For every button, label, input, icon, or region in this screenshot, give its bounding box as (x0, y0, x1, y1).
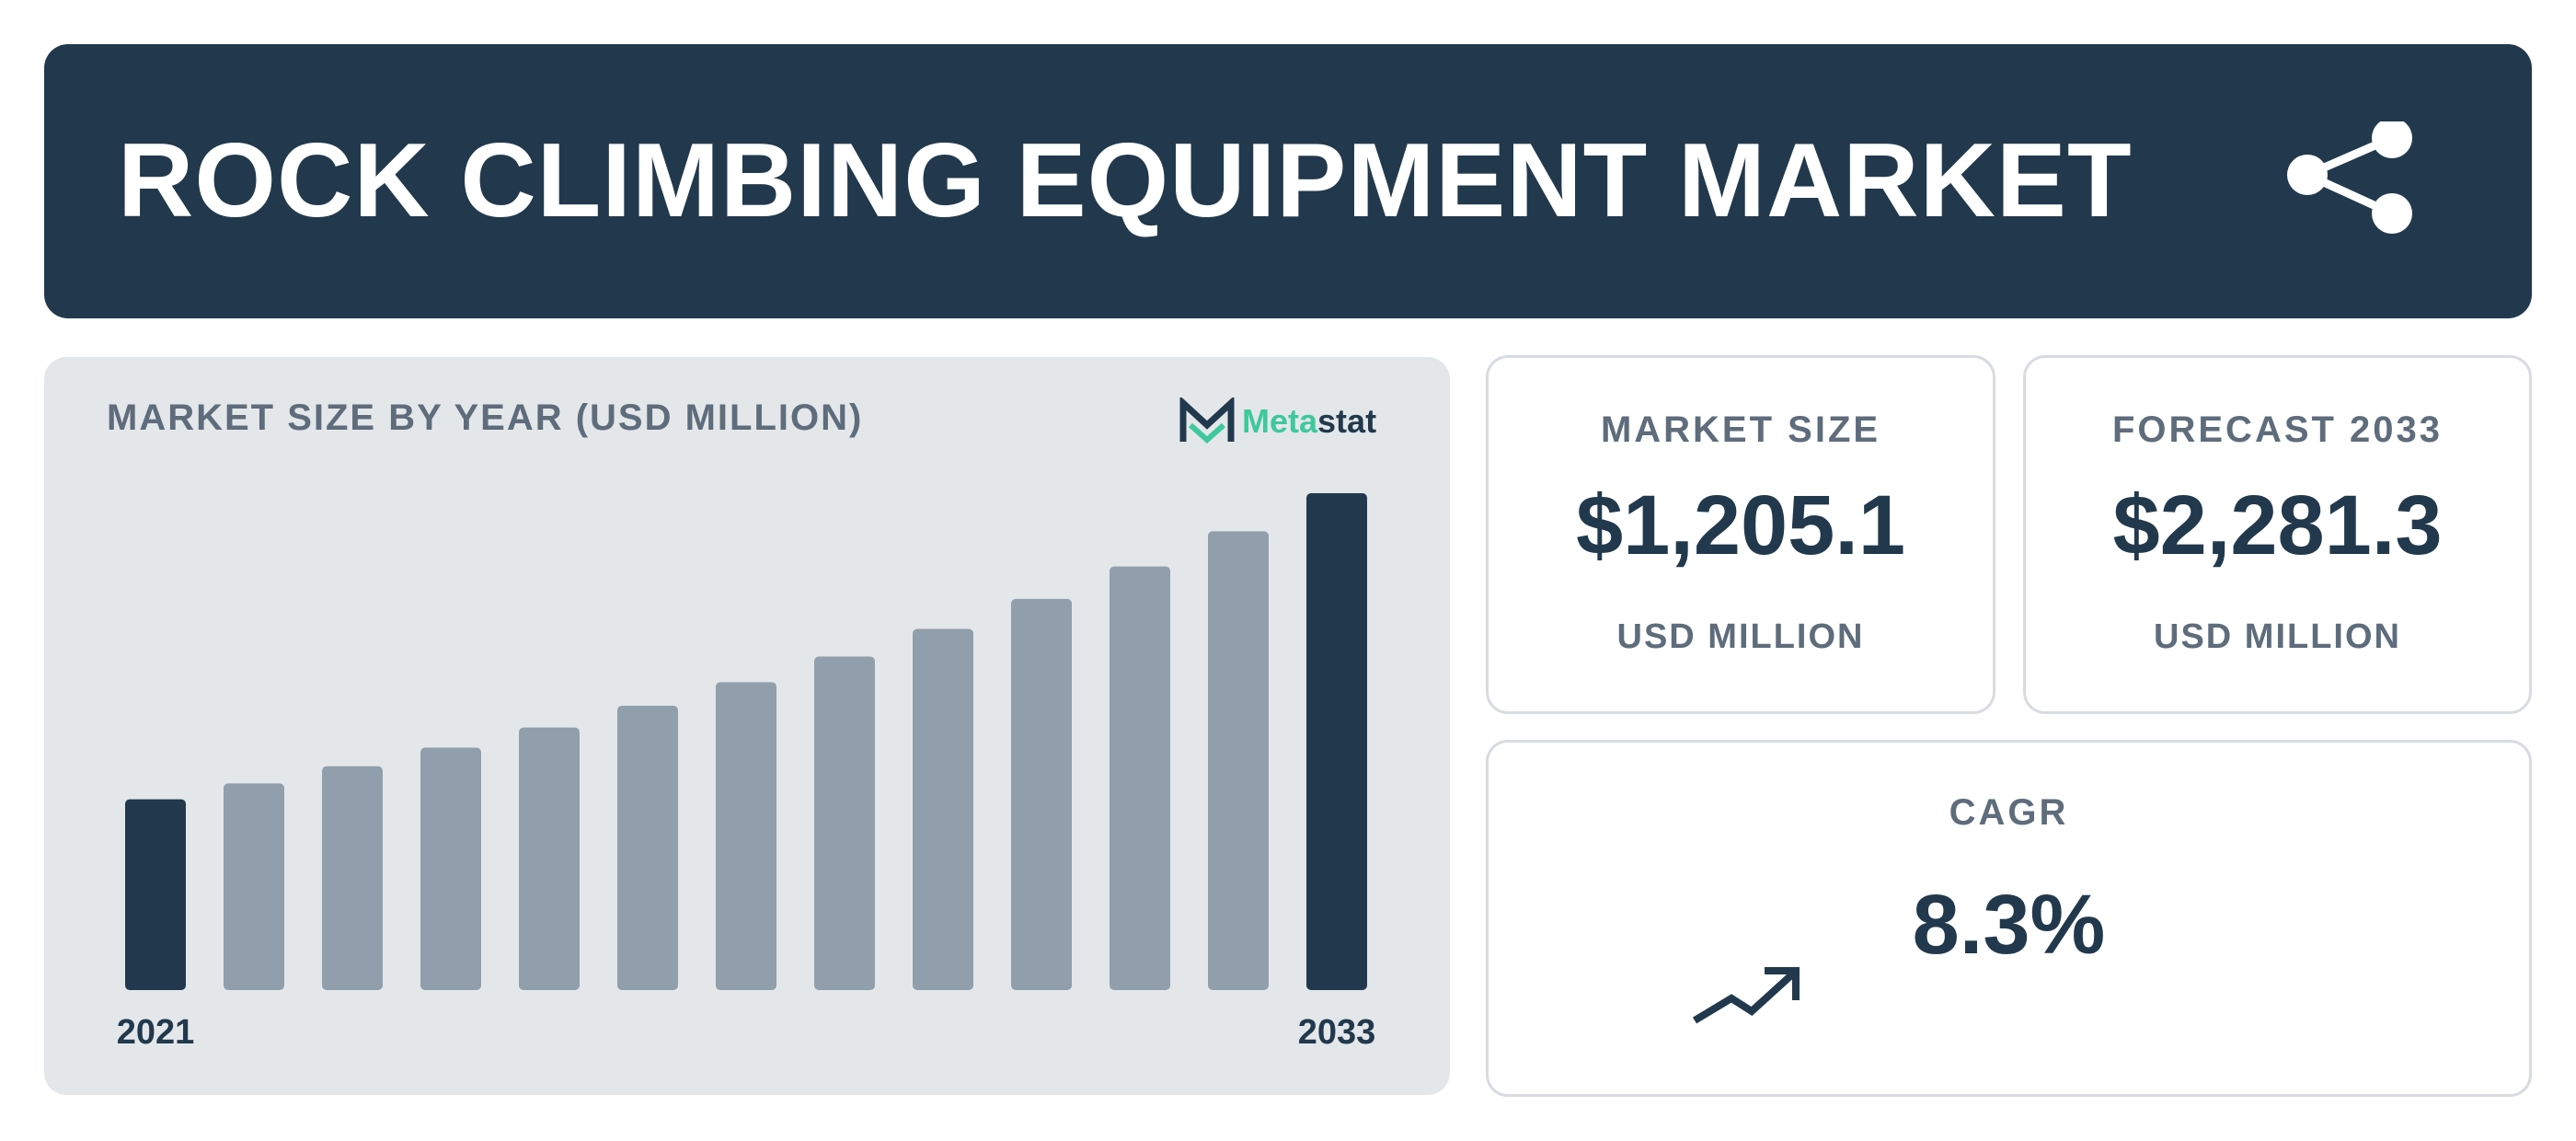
bar-2026 (617, 705, 678, 990)
bar-2022 (224, 783, 284, 990)
logo-text: Metastat (1242, 399, 1376, 444)
bar-2029 (913, 628, 973, 990)
cagr-card: CAGR 8.3% (1486, 740, 2532, 1097)
logo-text-meta: Meta (1242, 402, 1318, 440)
bar-2025 (519, 727, 580, 990)
bar-chart: 2021 2033 (117, 493, 1376, 1052)
bar-2032 (1208, 531, 1269, 990)
market-size-value: $1,205.1 (1575, 478, 1906, 572)
header-banner: ROCK CLIMBING EQUIPMENT MARKET (44, 44, 2532, 318)
cagr-label: CAGR (1949, 792, 2069, 833)
market-size-chart-panel: MARKET SIZE BY YEAR (USD MILLION) Metast… (44, 357, 1450, 1095)
trend-up-icon (1692, 967, 1800, 1024)
bar-2024 (420, 747, 481, 990)
bar-2028 (814, 656, 875, 990)
market-size-card: MARKET SIZE $1,205.1 USD MILLION (1486, 355, 1995, 714)
logo-text-stat: stat (1317, 402, 1377, 440)
forecast-unit: USD MILLION (2154, 617, 2401, 656)
page-title: ROCK CLIMBING EQUIPMENT MARKET (118, 122, 2133, 239)
bar-2031 (1110, 566, 1170, 990)
bar-2027 (716, 682, 776, 990)
x-tick-label-2021: 2021 (117, 1013, 195, 1052)
share-icon[interactable] (2271, 121, 2436, 259)
forecast-value: $2,281.3 (2112, 478, 2443, 572)
x-tick-label-2033: 2033 (1298, 1013, 1376, 1052)
forecast-label: FORECAST 2033 (2111, 409, 2444, 450)
market-size-unit: USD MILLION (1616, 617, 1865, 656)
metastat-logo-icon (1179, 398, 1235, 444)
cagr-value: 8.3% (1912, 878, 2106, 972)
chart-title: MARKET SIZE BY YEAR (USD MILLION) (107, 398, 864, 438)
forecast-card: FORECAST 2033 $2,281.3 USD MILLION (2023, 355, 2532, 714)
metastat-logo: Metastat (1178, 396, 1444, 447)
bar-2033 (1306, 493, 1367, 990)
bar-2023 (322, 766, 383, 990)
market-size-label: MARKET SIZE (1600, 409, 1881, 450)
bar-2030 (1011, 598, 1072, 990)
bar-2021 (125, 799, 186, 990)
